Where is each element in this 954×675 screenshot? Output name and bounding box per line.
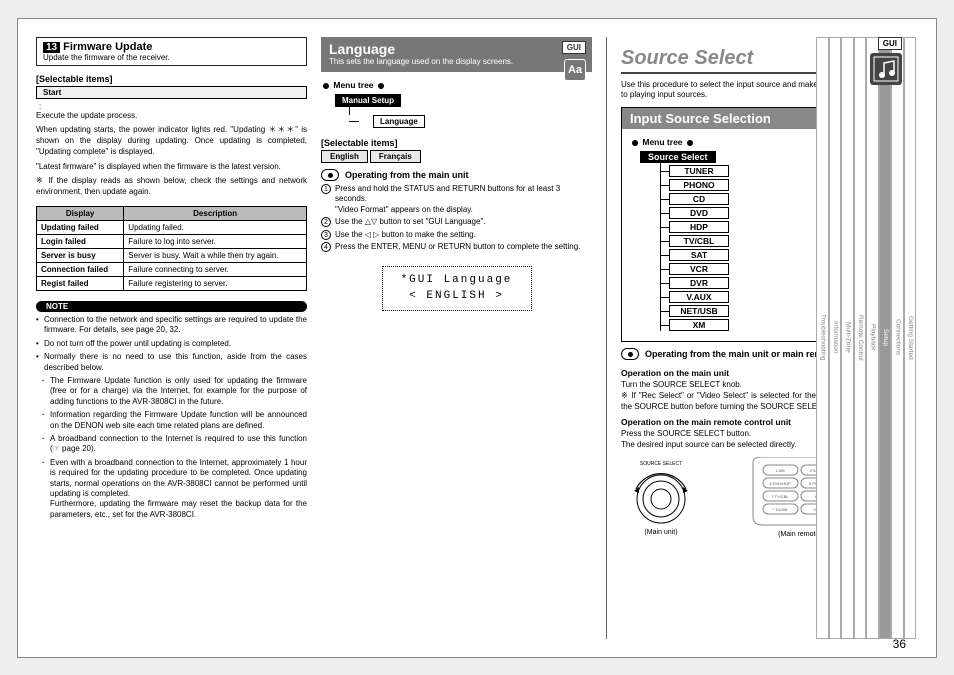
start-button[interactable]: Start xyxy=(36,86,307,99)
lang-francais[interactable]: Français xyxy=(370,150,421,163)
page-number: 36 xyxy=(893,637,906,651)
source-item[interactable]: VCR xyxy=(669,263,729,275)
lcd-display: *GUI Language < ENGLISH > xyxy=(382,266,532,311)
source-item[interactable]: DVD xyxy=(669,207,729,219)
firmware-column: 13Firmware Update Update the firmware of… xyxy=(36,37,321,639)
source-item[interactable]: CD xyxy=(669,193,729,205)
tree-root: Manual Setup xyxy=(335,94,401,107)
note-sublist: The Firmware Update function is only use… xyxy=(36,376,307,523)
aa-icon: Aa xyxy=(564,59,586,81)
source-item[interactable]: DVR xyxy=(669,277,729,289)
side-tab[interactable]: Setup xyxy=(879,37,892,639)
svg-text:SOURCE SELECT: SOURCE SELECT xyxy=(640,461,682,467)
firmware-header: 13Firmware Update Update the firmware of… xyxy=(36,37,307,66)
menu-tree-label: Menu tree xyxy=(321,80,592,90)
eye-icon xyxy=(321,169,339,181)
music-icon xyxy=(870,53,902,85)
firmware-body: Execute the update process. When updatin… xyxy=(36,111,307,203)
side-tab[interactable]: Connections xyxy=(891,37,904,639)
note-list: Connection to the network and specific s… xyxy=(36,315,307,376)
language-items: EnglishFrançais xyxy=(321,150,592,163)
operating-steps: 1Press and hold the STATUS and RETURN bu… xyxy=(321,184,592,254)
side-tabs: Getting StartedConnectionsSetupPlaybackR… xyxy=(896,37,916,639)
side-tab[interactable]: Getting Started xyxy=(904,37,917,639)
tree-leaf: Language xyxy=(373,115,425,128)
source-item[interactable]: HDP xyxy=(669,221,729,233)
lang-english[interactable]: English xyxy=(321,150,368,163)
source-item[interactable]: NET/USB xyxy=(669,305,729,317)
section-number: 13 xyxy=(43,42,60,53)
svg-text:1 AM: 1 AM xyxy=(775,468,784,473)
side-tab[interactable]: Remote Control xyxy=(854,37,867,639)
note-badge: NOTE xyxy=(36,301,307,312)
firmware-subtitle: Update the firmware of the receiver. xyxy=(43,53,300,62)
main-unit-diagram: SOURCE SELECT (Main unit) xyxy=(621,457,701,538)
svg-text:7 TV/CBL: 7 TV/CBL xyxy=(771,494,789,499)
language-header: Language This sets the language used on … xyxy=(321,37,592,73)
source-item[interactable]: TV/CBL xyxy=(669,235,729,247)
tree-root: Source Select xyxy=(640,151,716,163)
source-item[interactable]: PHONO xyxy=(669,179,729,191)
firmware-title: Firmware Update xyxy=(63,41,152,53)
side-tab[interactable]: Playback xyxy=(866,37,879,639)
source-item[interactable]: SAT xyxy=(669,249,729,261)
gui-badge: GUI xyxy=(878,37,902,50)
operating-heading: Operating from the main unit xyxy=(321,169,592,181)
selectable-items-label: [Selectable items] xyxy=(36,74,307,84)
svg-text:4 DVD/HDP: 4 DVD/HDP xyxy=(769,481,791,486)
selectable-items-label: [Selectable items] xyxy=(321,138,592,148)
source-item[interactable]: XM xyxy=(669,319,729,331)
svg-text:* TU/XM: * TU/XM xyxy=(772,507,787,512)
eye-icon xyxy=(621,348,639,360)
side-tab[interactable]: Troubleshooting xyxy=(816,37,829,639)
source-item[interactable]: V.AUX xyxy=(669,291,729,303)
error-table: DisplayDescription Updating failedUpdati… xyxy=(36,206,307,291)
gui-badge: GUI xyxy=(562,41,586,54)
source-item[interactable]: TUNER xyxy=(669,165,729,177)
language-column: Language This sets the language used on … xyxy=(321,37,606,639)
side-tab[interactable]: Information xyxy=(829,37,842,639)
side-tab[interactable]: Multi-Zone xyxy=(841,37,854,639)
